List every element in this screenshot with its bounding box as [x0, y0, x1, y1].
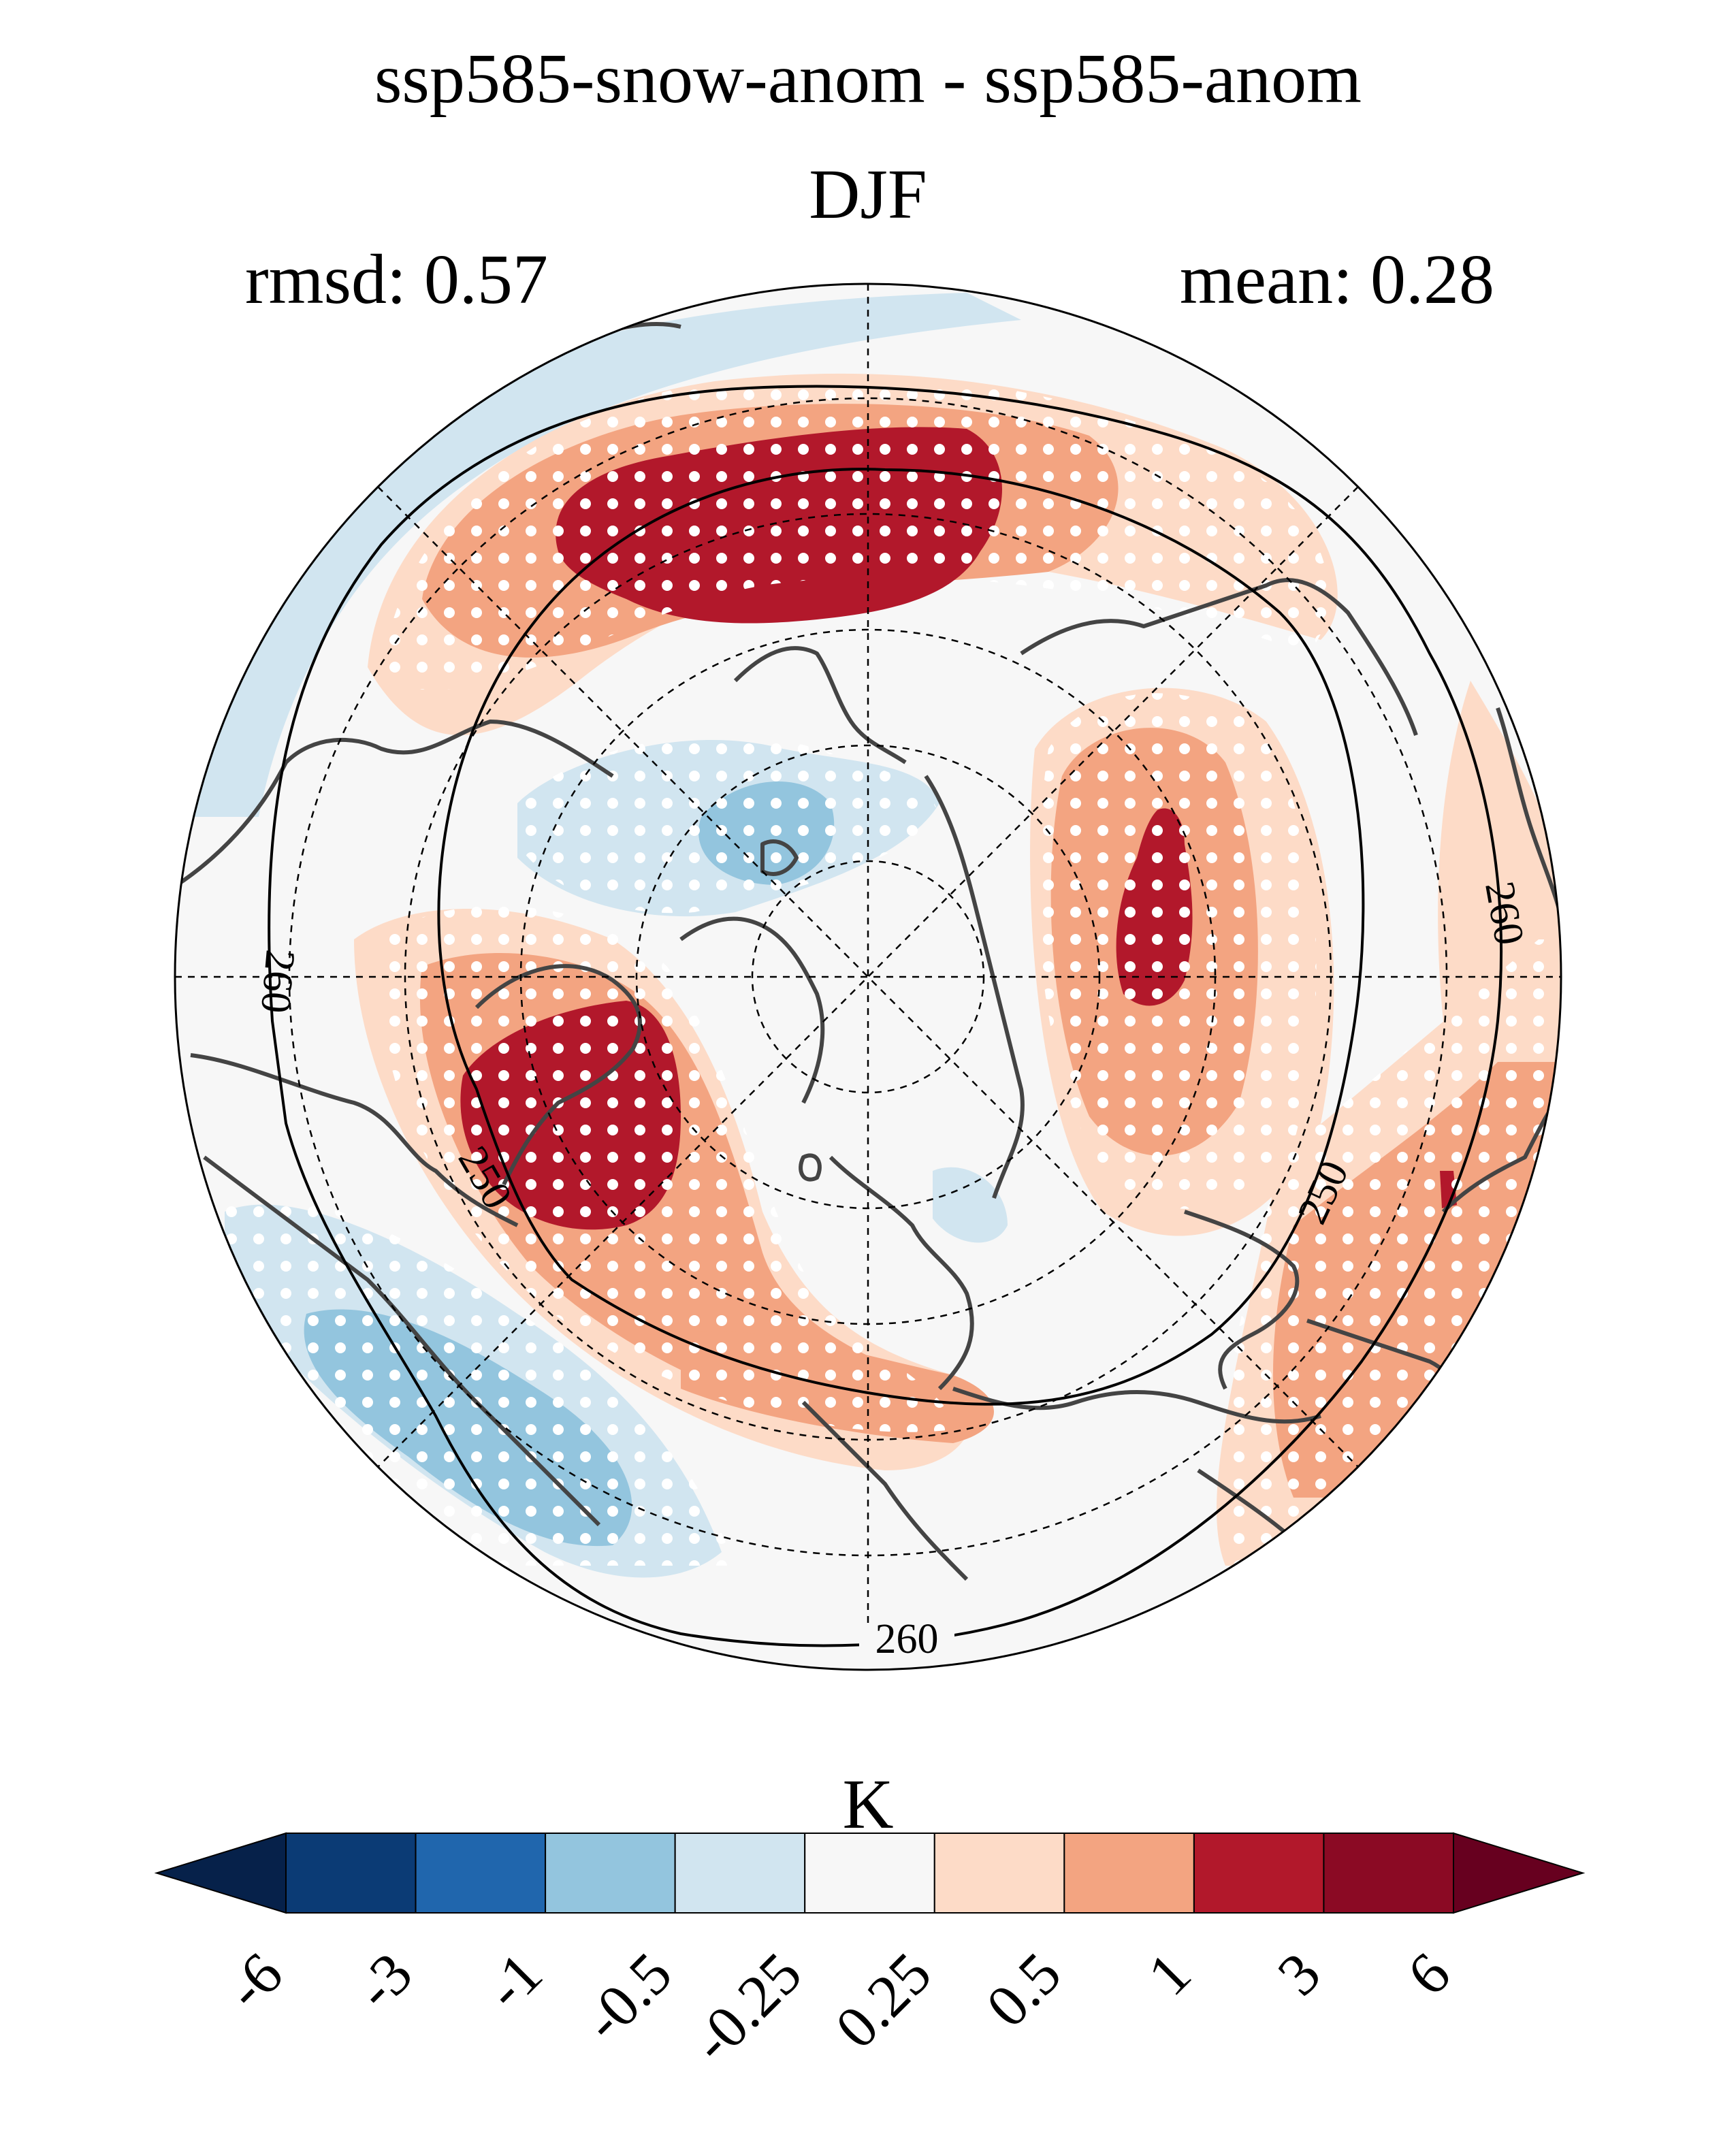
- colorbar-tick-label: -3: [343, 1941, 425, 2022]
- figure-title: ssp585-snow-anom - ssp585-anom: [374, 39, 1362, 118]
- colorbar: [154, 1832, 1586, 1914]
- colorbar-tick-label: 0.25: [823, 1941, 944, 2061]
- contour-260: [268, 385, 1503, 1647]
- contour-250: [437, 468, 1365, 1406]
- colorbar-tick-label: -0.25: [679, 1941, 814, 2076]
- colorbar-tick-label: -0.5: [571, 1941, 685, 2054]
- polar-map: [175, 284, 1561, 1670]
- colorbar-extend-high: [1453, 1832, 1586, 1914]
- significance-stipple-west: [379, 905, 953, 1432]
- colorbar-tick-labels: -6 -3 -1 -0.5-0.25 0.25 0.5 1 3 6: [214, 1941, 1463, 2076]
- mean-label: mean: 0.28: [1180, 240, 1494, 319]
- anomaly-light-blue-europe: [933, 1167, 1008, 1243]
- colorbar-extend-low: [154, 1832, 287, 1914]
- contour-label-260-left: 260: [252, 948, 304, 1015]
- colorbar-tick-label: 1: [1136, 1941, 1204, 2009]
- climatology-contours: [268, 385, 1503, 1647]
- colorbar-tick-label: 6: [1395, 1941, 1463, 2009]
- colorbar-swatch: [1063, 1833, 1195, 1914]
- anomaly-light-red-far-east: [1438, 681, 1561, 1021]
- colorbar-unit-label: K: [842, 1765, 893, 1843]
- anomaly-light-blue-upper-left: [177, 293, 1021, 817]
- colorbar-tick-label: -1: [473, 1941, 555, 2022]
- colorbar-tick-label: 0.5: [974, 1941, 1074, 2040]
- contour-label-bg: [859, 1624, 954, 1670]
- colorbar-swatch: [1323, 1833, 1455, 1914]
- coastlines: [176, 322, 1561, 1636]
- rmsd-label: rmsd: 0.57: [245, 240, 548, 319]
- map-border: [174, 283, 1562, 1671]
- significance-stipple-east: [1038, 693, 1317, 1209]
- season-label: DJF: [809, 155, 927, 233]
- colorbar-swatch: [933, 1833, 1065, 1914]
- colorbar-swatch: [415, 1833, 547, 1914]
- colorbar-tick-label: 3: [1266, 1941, 1334, 2009]
- contour-label-260-bottom: 260: [875, 1616, 939, 1662]
- significance-stipple-north: [381, 374, 1329, 690]
- colorbar-swatch: [545, 1833, 676, 1914]
- contour-label-260-right: 260: [1476, 878, 1532, 948]
- colorbar-swatch: [674, 1833, 806, 1914]
- colorbar-tick-label: -6: [214, 1941, 295, 2022]
- colorbar-swatch: [1193, 1833, 1325, 1914]
- graticule: [175, 284, 1561, 1670]
- colorbar-swatch: [285, 1833, 417, 1914]
- significance-stipple-arctic: [517, 735, 939, 914]
- colorbar-swatch: [804, 1833, 935, 1914]
